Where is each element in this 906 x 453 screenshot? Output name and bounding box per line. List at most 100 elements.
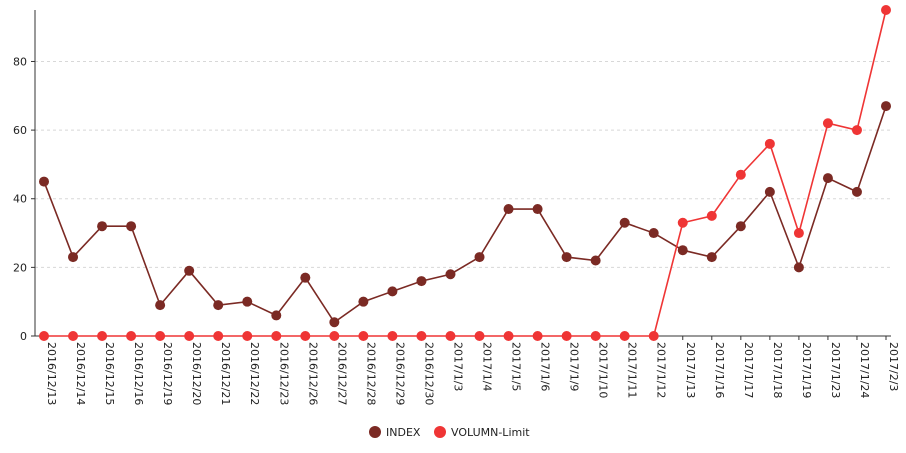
x-tick-label: 2017/1/23 (829, 342, 842, 398)
data-point-volumn-limit (39, 331, 49, 341)
legend-marker[interactable] (369, 426, 381, 438)
x-tick-label: 2016/12/20 (190, 342, 203, 405)
x-tick-label: 2017/1/24 (858, 342, 871, 398)
data-point-index (155, 300, 166, 311)
x-tick-label: 2017/1/9 (568, 342, 581, 391)
data-point-index (735, 221, 746, 232)
series-line-volumn-limit (44, 9, 887, 337)
data-point-index (561, 252, 572, 263)
data-point-volumn-limit (358, 331, 369, 341)
data-point-volumn-limit (68, 331, 79, 341)
data-point-volumn-limit (532, 331, 543, 341)
x-tick-label: 2017/1/18 (771, 342, 784, 398)
data-point-index (126, 221, 137, 232)
y-axis-ticks: 0 20 40 60 80 (13, 55, 35, 343)
data-point-volumn-limit (793, 228, 804, 239)
y-tick-label: 40 (13, 193, 27, 206)
data-point-volumn-limit (851, 125, 862, 136)
data-point-index (881, 101, 891, 112)
data-point-volumn-limit (184, 331, 195, 341)
legend-marker[interactable] (434, 426, 446, 438)
legend-label[interactable]: VOLUMN-Limit (451, 426, 530, 439)
x-tick-label: 2016/12/16 (132, 342, 145, 405)
x-tick-label: 2017/1/10 (597, 342, 610, 398)
x-tick-label: 2016/12/27 (335, 342, 348, 405)
x-tick-label: 2016/12/30 (422, 342, 435, 405)
data-point-volumn-limit (387, 331, 398, 341)
data-point-index (387, 286, 398, 297)
data-point-index (445, 269, 456, 280)
data-point-volumn-limit (677, 217, 688, 228)
x-tick-label: 2016/12/28 (364, 342, 377, 405)
x-tick-label: 2016/12/15 (103, 342, 116, 405)
data-point-index (271, 310, 282, 321)
data-point-index (416, 276, 427, 287)
data-point-index (97, 221, 108, 232)
data-point-index (242, 296, 253, 307)
data-point-volumn-limit (445, 331, 456, 341)
x-tick-label: 2016/12/29 (393, 342, 406, 405)
data-point-volumn-limit (735, 169, 746, 180)
x-tick-label: 2016/12/26 (306, 342, 319, 405)
data-point-index (764, 186, 775, 197)
y-tick-label: 0 (20, 330, 27, 343)
data-point-index (648, 228, 659, 239)
x-tick-label: 2017/1/5 (510, 342, 523, 391)
x-tick-label: 2017/1/17 (742, 342, 755, 398)
x-tick-label: 2017/2/3 (887, 342, 900, 391)
x-tick-label: 2017/1/16 (713, 342, 726, 398)
data-point-volumn-limit (561, 331, 572, 341)
data-point-index (822, 173, 833, 184)
x-tick-label: 2017/1/3 (451, 342, 464, 391)
axes (34, 10, 891, 337)
data-point-index (329, 317, 340, 328)
data-point-volumn-limit (474, 331, 485, 341)
series-line-index (43, 105, 887, 324)
data-point-volumn-limit (300, 331, 311, 341)
data-point-index (184, 265, 195, 276)
data-point-volumn-limit (648, 331, 659, 341)
data-point-index (793, 262, 804, 273)
data-point-volumn-limit (503, 331, 514, 341)
data-point-index (677, 245, 688, 256)
data-point-volumn-limit (619, 331, 630, 341)
data-point-volumn-limit (242, 331, 253, 341)
data-point-index (39, 176, 49, 187)
data-point-volumn-limit (764, 138, 775, 149)
data-point-index (474, 252, 485, 263)
x-tick-label: 2016/12/13 (45, 342, 58, 405)
x-tick-label: 2017/1/4 (481, 342, 494, 391)
data-point-index (706, 252, 717, 263)
data-point-index (300, 272, 311, 283)
legend-label[interactable]: INDEX (386, 426, 421, 439)
data-point-volumn-limit (881, 5, 891, 15)
data-point-volumn-limit (213, 331, 224, 341)
x-axis-ticks: 2016/12/13 2016/12/14 2016/12/15 2016/12/16… (43, 336, 900, 405)
data-point-index (590, 255, 601, 266)
data-point-volumn-limit (590, 331, 601, 341)
data-point-volumn-limit (706, 210, 717, 221)
series-group (39, 5, 891, 341)
x-tick-label: 2017/1/13 (684, 342, 697, 398)
x-tick-label: 2016/12/22 (248, 342, 261, 405)
data-point-volumn-limit (97, 331, 108, 341)
legend[interactable]: INDEX VOLUMN-Limit (369, 426, 530, 439)
data-point-index (532, 204, 543, 215)
data-point-volumn-limit (416, 331, 427, 341)
x-tick-label: 2017/1/19 (800, 342, 813, 398)
x-tick-label: 2017/1/11 (626, 342, 639, 398)
data-point-volumn-limit (155, 331, 166, 341)
data-point-volumn-limit (271, 331, 282, 341)
x-tick-label: 2016/12/21 (219, 342, 232, 405)
data-point-index (358, 296, 369, 307)
data-point-index (68, 252, 79, 263)
data-point-index (213, 300, 224, 311)
data-point-index (851, 186, 862, 197)
data-point-volumn-limit (329, 331, 340, 341)
x-tick-label: 2017/1/6 (539, 342, 552, 391)
x-tick-label: 2016/12/14 (74, 342, 87, 405)
y-tick-label: 80 (13, 55, 27, 68)
x-tick-label: 2016/12/23 (277, 342, 290, 405)
data-point-volumn-limit (822, 118, 833, 129)
